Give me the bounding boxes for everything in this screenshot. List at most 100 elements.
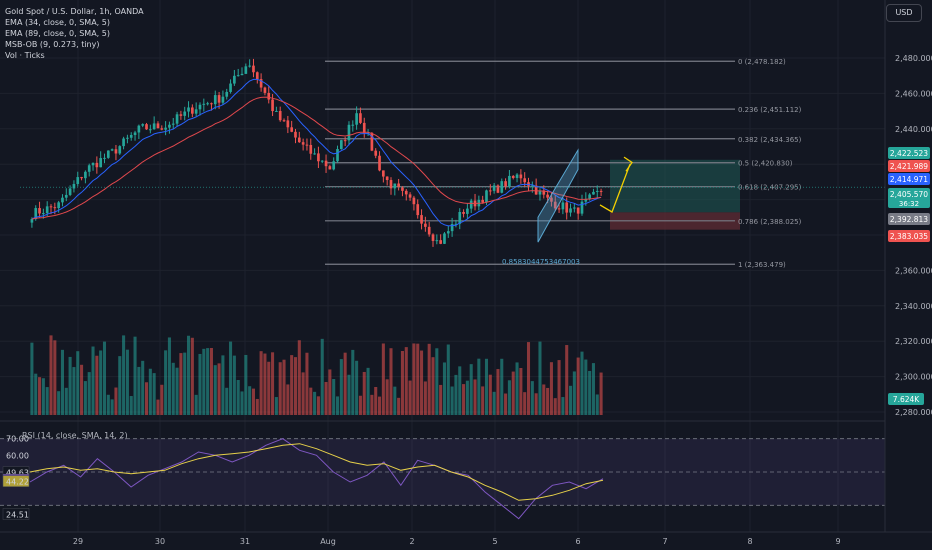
- symbol-title[interactable]: Gold Spot / U.S. Dollar, 1h, OANDA: [5, 7, 144, 16]
- rsi-tick-label: 44.22: [6, 478, 29, 487]
- candle-body: [343, 140, 347, 142]
- volume-bar: [122, 335, 126, 415]
- candle-body: [225, 91, 229, 97]
- volume-bar: [198, 353, 202, 415]
- candle-body: [573, 207, 576, 209]
- x-tick-label: 8: [747, 537, 752, 546]
- candle-body: [210, 103, 213, 105]
- volume-bar: [244, 354, 248, 415]
- candle-body: [259, 79, 263, 88]
- volume-bar: [30, 342, 34, 415]
- indicator-volume[interactable]: Vol · Ticks: [5, 51, 45, 60]
- volume-bar: [110, 399, 114, 415]
- volume-bar: [53, 340, 57, 415]
- volume-bar: [83, 381, 87, 415]
- volume-bar: [248, 386, 252, 415]
- rsi-tick-label: 60.00: [6, 451, 29, 460]
- volume-bar: [80, 364, 84, 415]
- currency-button[interactable]: USD: [886, 4, 922, 22]
- candle-body: [466, 208, 469, 214]
- candle-body: [255, 72, 259, 80]
- candle-body: [38, 208, 41, 214]
- volume-bar: [469, 364, 473, 415]
- candle-body: [588, 194, 591, 199]
- candle-body: [401, 187, 404, 191]
- volume-bar: [378, 396, 382, 415]
- volume-bar: [358, 395, 362, 415]
- candle-body: [72, 183, 76, 189]
- volume-bar: [221, 355, 225, 415]
- candle-body: [114, 149, 118, 154]
- fib-label: 0.5 (2,420.830): [738, 160, 793, 168]
- ema89-line: [31, 96, 602, 220]
- position-zones: [610, 159, 740, 230]
- volume-bar: [282, 359, 286, 415]
- volume-bar: [557, 360, 561, 415]
- volume-bar: [38, 377, 42, 415]
- candle-body: [446, 231, 450, 234]
- volume-bar: [397, 397, 401, 415]
- volume-bar: [313, 391, 317, 415]
- volume-bar: [534, 393, 538, 415]
- volume-bar: [507, 380, 511, 415]
- candle-body: [194, 109, 198, 114]
- indicator-msb-ob[interactable]: MSB-OB (9, 0.273, tiny): [5, 40, 100, 49]
- indicator-ema34[interactable]: EMA (34, close, 0, SMA, 5): [5, 18, 110, 27]
- volume-bar: [523, 392, 527, 415]
- volume-bar: [362, 371, 366, 415]
- candle-body: [339, 140, 343, 150]
- candle-body: [106, 150, 110, 158]
- candle-body: [91, 162, 95, 166]
- candle-body: [546, 194, 549, 198]
- candle-body: [435, 240, 439, 242]
- x-tick-label: 9: [835, 537, 840, 546]
- volume-bar: [576, 357, 580, 415]
- candle-body: [175, 114, 179, 124]
- volume-bar: [263, 353, 267, 415]
- volume-bar: [511, 371, 515, 415]
- candle-body: [217, 95, 221, 103]
- candle-body: [221, 96, 225, 103]
- candle-body: [30, 219, 34, 223]
- candle-body: [550, 197, 553, 202]
- volume-bar: [41, 378, 45, 415]
- volume-bar: [251, 388, 255, 415]
- price-badge: [888, 147, 930, 159]
- volume-bar: [549, 362, 553, 415]
- volume-bar: [187, 335, 191, 415]
- candle-body: [469, 200, 473, 209]
- candle-body: [164, 127, 167, 130]
- volume-bar: [72, 367, 76, 415]
- candle-body: [305, 144, 309, 146]
- price-badge: [888, 160, 930, 172]
- volume-bar: [538, 341, 542, 415]
- price-badge-label: 2,414.971: [890, 175, 928, 184]
- volume-bar: [175, 367, 179, 415]
- volume-bar: [34, 373, 38, 415]
- candle-body: [297, 137, 301, 143]
- candle-body: [416, 204, 420, 216]
- candle-body: [389, 180, 393, 189]
- candle-body: [236, 75, 240, 77]
- volume-bar: [565, 345, 569, 415]
- candle-body: [84, 171, 87, 179]
- indicator-ema89[interactable]: EMA (89, close, 0, SMA, 5): [5, 29, 110, 38]
- candle-body: [95, 162, 99, 168]
- volume-bar: [347, 374, 351, 415]
- candle-body: [508, 175, 511, 187]
- volume-bar: [595, 394, 599, 415]
- price-badge: [888, 173, 930, 185]
- rsi-legend[interactable]: RSI (14, close, SMA, 14, 2): [22, 431, 128, 440]
- rsi-tick-label: 49.63: [6, 469, 29, 478]
- candle-body: [80, 177, 83, 179]
- x-tick-label: Aug: [320, 537, 336, 546]
- rsi-line: [29, 438, 604, 520]
- price-badge-label: 2,422.523: [890, 149, 928, 158]
- volume-bar: [240, 391, 244, 415]
- volume-bar: [271, 352, 275, 415]
- candle-body: [275, 110, 278, 112]
- price-badge: [888, 213, 930, 225]
- volume-bar: [343, 352, 347, 415]
- x-tick-label: 5: [492, 537, 497, 546]
